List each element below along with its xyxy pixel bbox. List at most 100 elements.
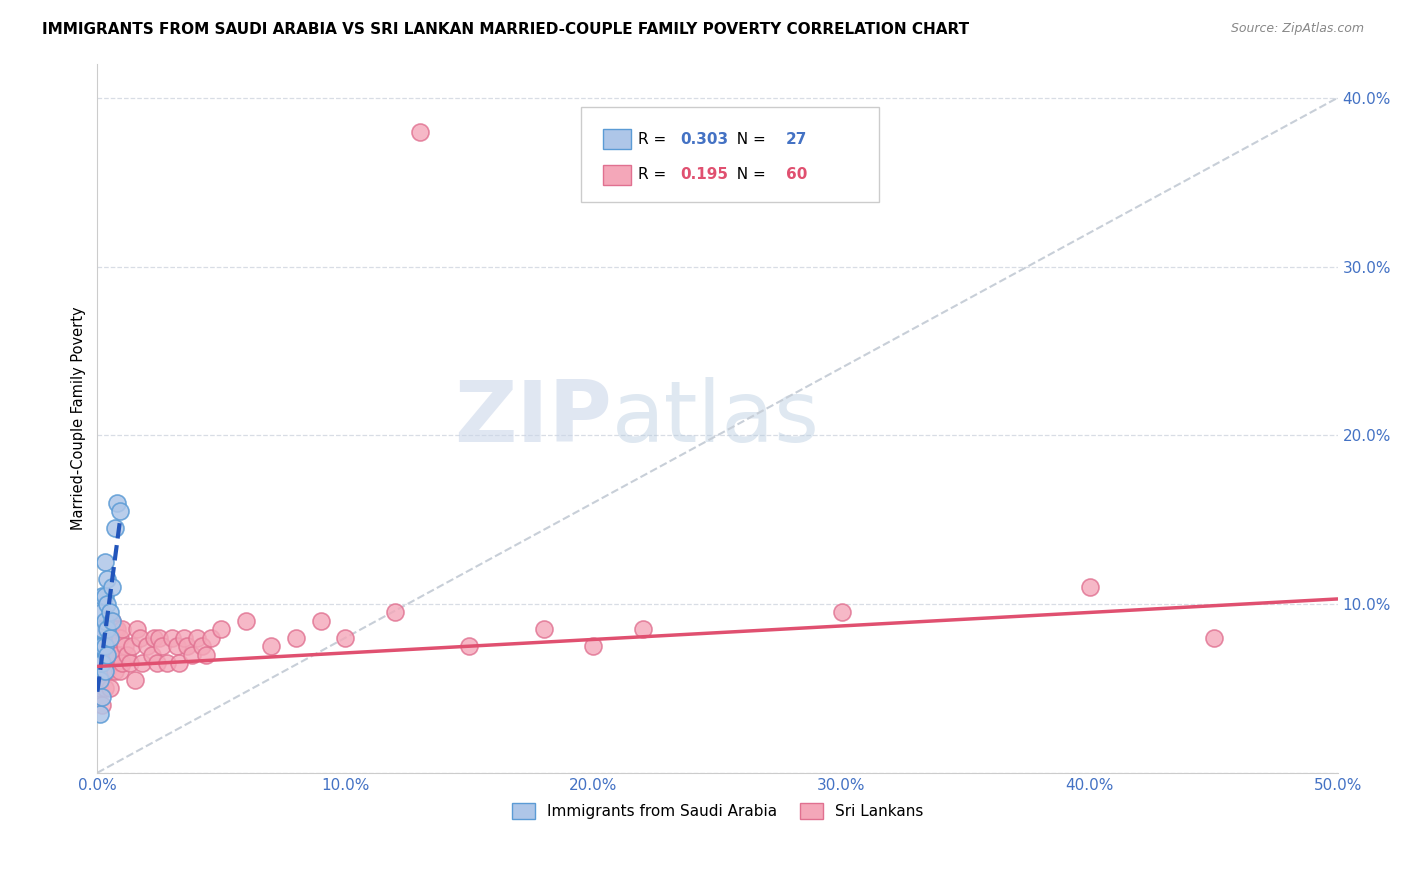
Text: N =: N = (727, 167, 770, 182)
Point (150, 639, 173, 653)
Point (111, 623, 134, 637)
Legend: Immigrants from Saudi Arabia, Sri Lankans: Immigrants from Saudi Arabia, Sri Lankan… (506, 797, 929, 825)
Text: 27: 27 (786, 132, 807, 146)
Point (89, 673, 111, 687)
Text: 60: 60 (786, 167, 807, 182)
Point (104, 521, 127, 535)
Point (94, 639, 117, 653)
Point (173, 631, 195, 645)
Point (96, 597, 118, 611)
Point (89, 681, 111, 696)
FancyBboxPatch shape (581, 106, 879, 202)
Point (94, 555, 117, 569)
Point (384, 606, 406, 620)
Point (146, 656, 169, 670)
Point (131, 656, 153, 670)
Point (105, 623, 128, 637)
Point (143, 631, 166, 645)
Point (89, 639, 111, 653)
Point (114, 639, 136, 653)
Point (115, 648, 138, 662)
Point (98, 681, 121, 696)
Bar (603, 165, 631, 185)
Point (1202, 631, 1225, 645)
Point (128, 631, 150, 645)
Point (108, 504, 131, 518)
Point (108, 665, 131, 679)
Point (582, 639, 605, 653)
Point (94, 589, 117, 603)
Point (831, 606, 853, 620)
Point (335, 631, 357, 645)
Point (458, 639, 481, 653)
Point (260, 639, 283, 653)
Point (176, 639, 198, 653)
Bar (603, 129, 631, 149)
Text: R =: R = (638, 167, 671, 182)
Point (409, 124, 432, 138)
Point (111, 656, 134, 670)
Point (235, 614, 257, 628)
Point (141, 648, 163, 662)
Point (96, 648, 118, 662)
Point (91, 639, 114, 653)
Point (101, 614, 124, 628)
Point (136, 639, 159, 653)
Text: ZIP: ZIP (454, 377, 612, 460)
Point (105, 496, 128, 510)
Point (533, 623, 555, 637)
Point (167, 656, 190, 670)
Point (209, 623, 232, 637)
Point (94, 665, 117, 679)
Point (160, 631, 183, 645)
Point (91, 589, 114, 603)
Text: Source: ZipAtlas.com: Source: ZipAtlas.com (1230, 22, 1364, 36)
Point (91, 698, 114, 713)
Point (91, 623, 114, 637)
Point (91, 656, 114, 670)
Point (166, 639, 188, 653)
Point (195, 648, 218, 662)
Point (101, 614, 124, 628)
Point (98, 606, 121, 620)
Point (96, 623, 118, 637)
Point (98, 614, 121, 628)
Text: N =: N = (727, 132, 770, 146)
Point (96, 665, 118, 679)
Point (94, 648, 117, 662)
Point (91, 631, 114, 645)
Point (105, 648, 128, 662)
Text: atlas: atlas (612, 377, 820, 460)
Point (96, 572, 118, 586)
Point (104, 665, 127, 679)
Point (89, 656, 111, 670)
Point (98, 631, 121, 645)
Point (101, 648, 124, 662)
Point (118, 656, 141, 670)
Point (631, 623, 654, 637)
Y-axis label: Married-Couple Family Poverty: Married-Couple Family Poverty (72, 307, 86, 530)
Point (156, 656, 179, 670)
Point (89, 648, 111, 662)
Point (91, 606, 114, 620)
Point (101, 580, 124, 594)
Point (124, 673, 146, 687)
Point (125, 623, 148, 637)
Point (200, 631, 222, 645)
Point (148, 631, 170, 645)
Point (94, 681, 117, 696)
Point (180, 648, 202, 662)
Point (284, 631, 307, 645)
Point (190, 639, 212, 653)
Point (89, 623, 111, 637)
Point (94, 614, 117, 628)
Text: 0.303: 0.303 (681, 132, 728, 146)
Text: 0.195: 0.195 (681, 167, 728, 182)
Point (1078, 580, 1101, 594)
Point (309, 614, 332, 628)
Point (186, 631, 208, 645)
Point (108, 631, 131, 645)
Point (89, 706, 111, 721)
Point (104, 623, 127, 637)
Text: R =: R = (638, 132, 671, 146)
